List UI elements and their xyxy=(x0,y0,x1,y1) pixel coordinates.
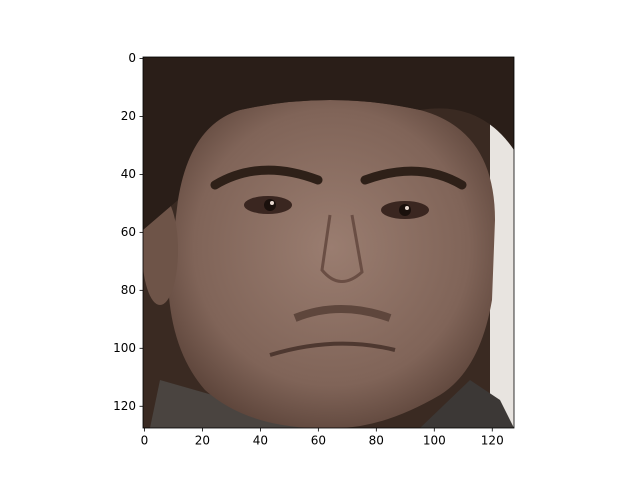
collar xyxy=(420,380,514,428)
eyebrow xyxy=(360,166,467,190)
y-tick-label: 80 xyxy=(121,283,136,297)
x-tick-label: 0 xyxy=(141,434,149,448)
ear xyxy=(143,195,178,305)
x-tick-label: 100 xyxy=(423,434,446,448)
moustache xyxy=(293,305,392,322)
x-tick-label: 40 xyxy=(253,434,268,448)
pupil xyxy=(264,199,276,211)
y-tick-label: 60 xyxy=(121,225,136,239)
nose xyxy=(320,214,364,283)
y-tick-label: 20 xyxy=(121,109,136,123)
x-tick-label: 80 xyxy=(369,434,384,448)
x-tick-label: 60 xyxy=(311,434,326,448)
eye-highlight xyxy=(405,206,409,210)
face xyxy=(168,100,495,428)
y-tick-label: 0 xyxy=(128,51,136,65)
eye-highlight xyxy=(270,201,274,205)
y-tick-label: 120 xyxy=(113,399,136,413)
hair xyxy=(143,57,514,230)
image xyxy=(143,57,514,428)
axes-frame xyxy=(142,56,515,429)
y-tick-label: 40 xyxy=(121,167,136,181)
y-tick-label: 100 xyxy=(113,341,136,355)
x-tick-label: 120 xyxy=(481,434,504,448)
wall xyxy=(490,120,514,428)
pupil xyxy=(399,204,411,216)
eyebrow xyxy=(210,165,323,190)
x-tick-label: 20 xyxy=(195,434,210,448)
mouth xyxy=(269,341,396,357)
